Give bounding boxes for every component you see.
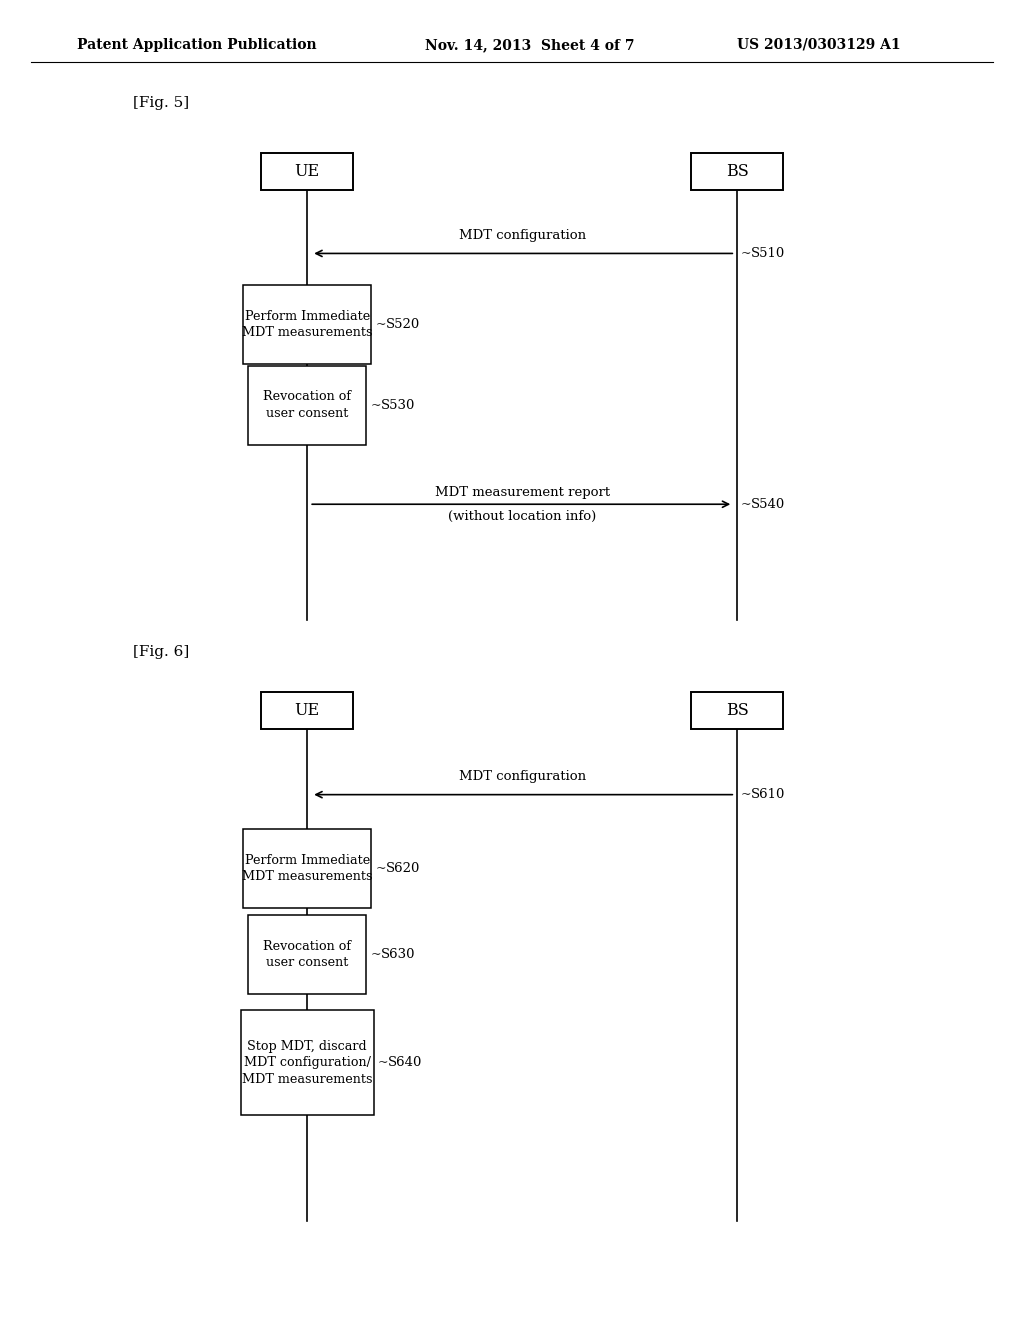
Text: S630: S630 bbox=[381, 948, 415, 961]
Text: S520: S520 bbox=[385, 318, 420, 331]
Text: ~: ~ bbox=[371, 948, 381, 961]
Text: S540: S540 bbox=[751, 498, 784, 511]
Text: Revocation of
user consent: Revocation of user consent bbox=[263, 391, 351, 420]
Text: UE: UE bbox=[295, 702, 319, 718]
Text: MDT configuration: MDT configuration bbox=[459, 770, 586, 783]
Bar bbox=[244, 285, 371, 364]
Text: BS: BS bbox=[726, 164, 749, 180]
Text: ~: ~ bbox=[740, 788, 751, 801]
Text: ~: ~ bbox=[375, 862, 386, 875]
Bar bbox=[241, 1010, 374, 1115]
Bar bbox=[248, 915, 367, 994]
Bar bbox=[691, 153, 783, 190]
Text: S510: S510 bbox=[751, 247, 784, 260]
Text: S640: S640 bbox=[388, 1056, 423, 1069]
Text: (without location info): (without location info) bbox=[449, 510, 596, 523]
Text: ~: ~ bbox=[378, 1056, 388, 1069]
Text: Patent Application Publication: Patent Application Publication bbox=[77, 38, 316, 51]
Text: Stop MDT, discard
MDT configuration/
MDT measurements: Stop MDT, discard MDT configuration/ MDT… bbox=[242, 1040, 373, 1085]
Text: MDT configuration: MDT configuration bbox=[459, 228, 586, 242]
Text: UE: UE bbox=[295, 164, 319, 180]
Text: BS: BS bbox=[726, 702, 749, 718]
Bar bbox=[261, 692, 353, 729]
Bar bbox=[261, 153, 353, 190]
Text: S610: S610 bbox=[751, 788, 785, 801]
Text: ~: ~ bbox=[375, 318, 386, 331]
Bar bbox=[244, 829, 371, 908]
Text: Nov. 14, 2013  Sheet 4 of 7: Nov. 14, 2013 Sheet 4 of 7 bbox=[425, 38, 635, 51]
Text: Perform Immediate
MDT measurements: Perform Immediate MDT measurements bbox=[242, 310, 373, 339]
Bar bbox=[248, 366, 367, 445]
Text: ~: ~ bbox=[371, 399, 381, 412]
Text: S530: S530 bbox=[381, 399, 415, 412]
Text: ~: ~ bbox=[740, 498, 751, 511]
Text: ~: ~ bbox=[740, 247, 751, 260]
Text: [Fig. 5]: [Fig. 5] bbox=[133, 96, 189, 110]
Text: MDT measurement report: MDT measurement report bbox=[434, 486, 610, 499]
Text: S620: S620 bbox=[385, 862, 420, 875]
Text: Perform Immediate
MDT measurements: Perform Immediate MDT measurements bbox=[242, 854, 373, 883]
Text: US 2013/0303129 A1: US 2013/0303129 A1 bbox=[737, 38, 901, 51]
Bar bbox=[691, 692, 783, 729]
Text: [Fig. 6]: [Fig. 6] bbox=[133, 645, 189, 659]
Text: Revocation of
user consent: Revocation of user consent bbox=[263, 940, 351, 969]
